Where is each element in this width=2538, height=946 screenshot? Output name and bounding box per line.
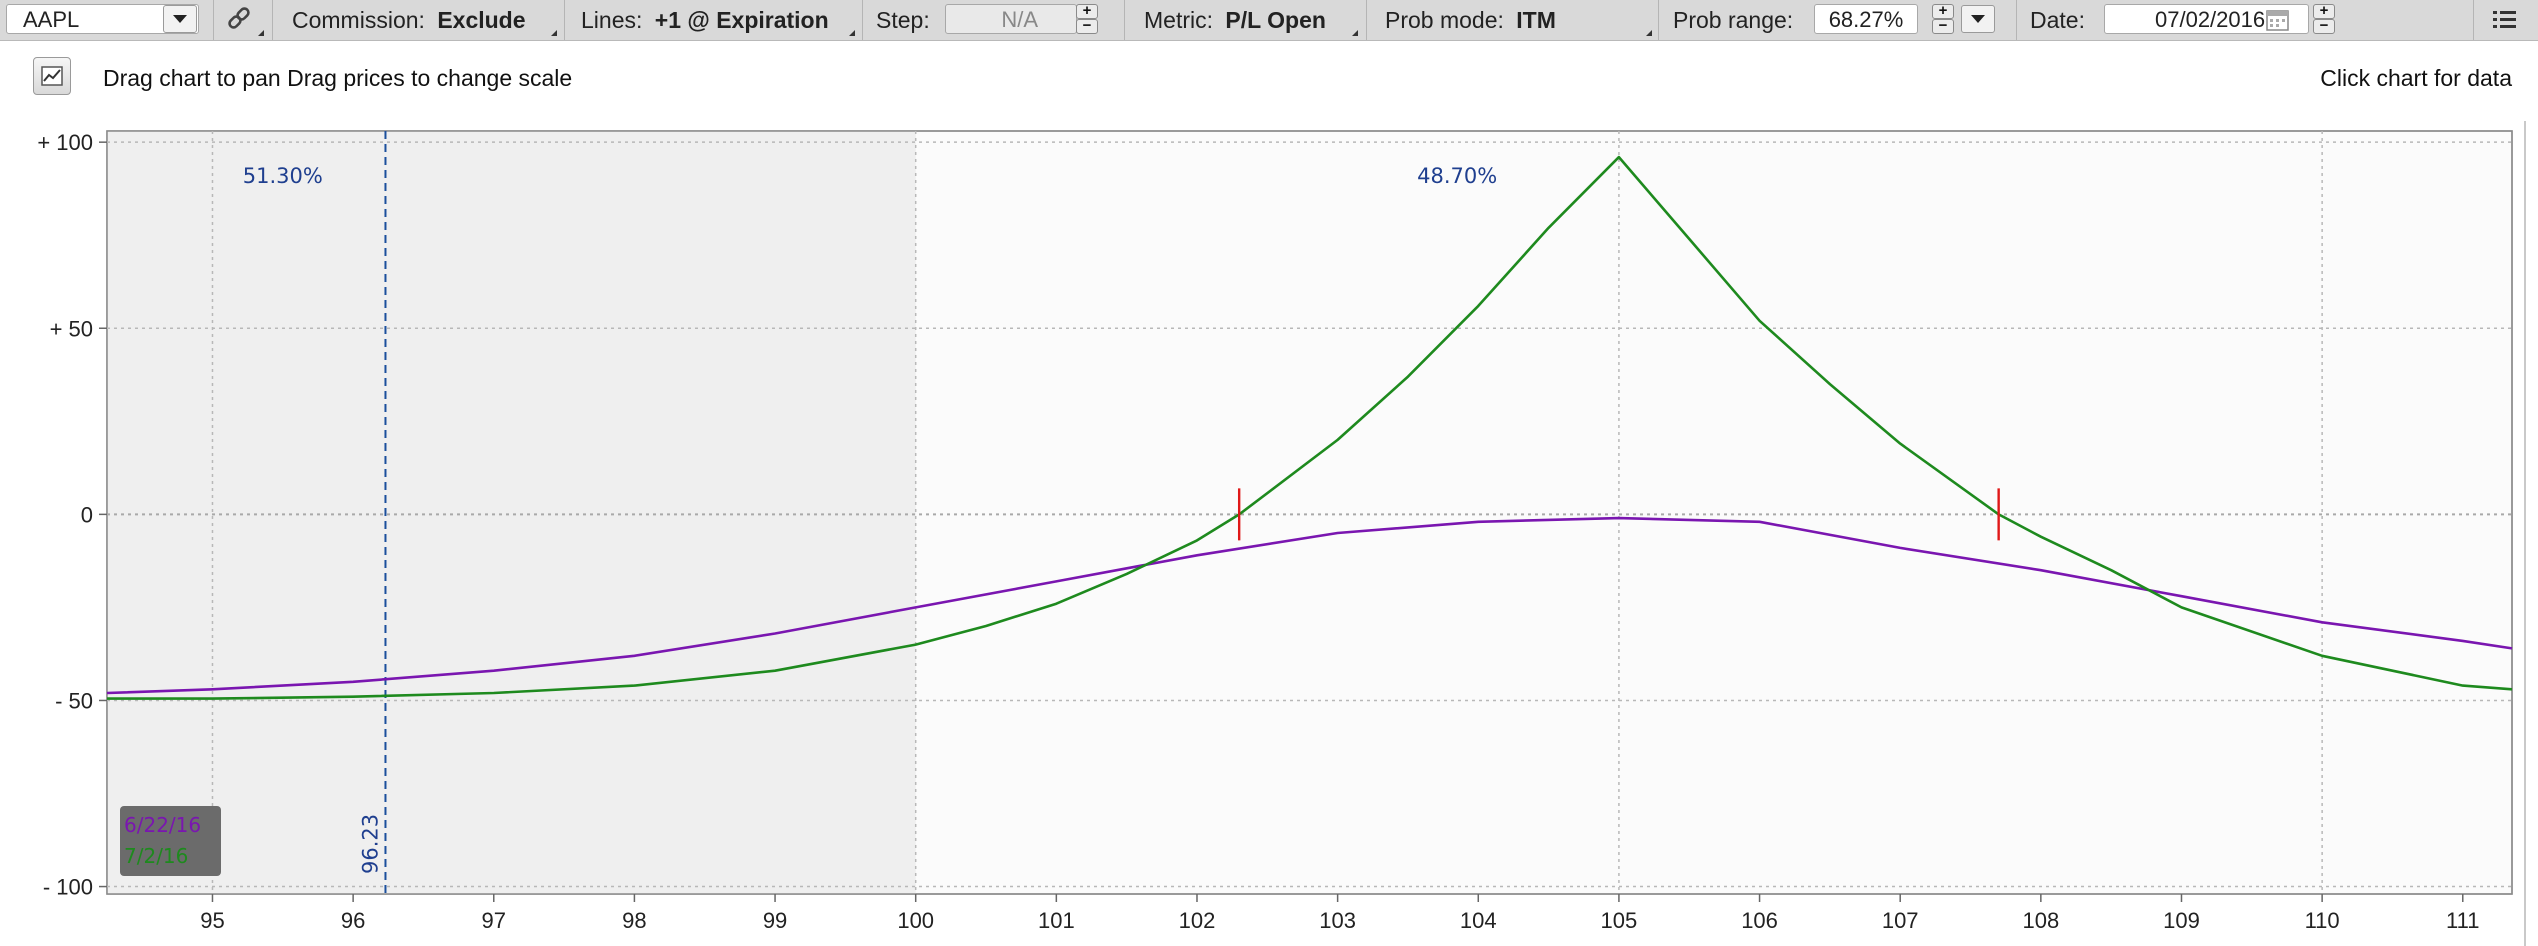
prob-mode-label: Prob mode: (1385, 7, 1504, 33)
x-tick-label: 110 (2305, 908, 2340, 933)
legend-item-series-1: 6/22/16 (124, 810, 221, 841)
x-tick-label: 102 (1179, 908, 1216, 933)
x-tick-label: 96 (341, 908, 365, 933)
probability-label-1: 51.30% (243, 164, 323, 188)
series-line-2[interactable] (107, 155, 2513, 700)
metric-value: P/L Open (1225, 7, 1326, 33)
metric-control[interactable]: Metric: P/L Open (1144, 0, 1326, 40)
x-tick-label: 109 (2163, 908, 2200, 933)
step-label: Step: (876, 7, 930, 33)
prob-range-decrement-button[interactable]: − (1932, 18, 1954, 34)
chart-hint-text: Drag chart to pan Drag prices to change … (103, 65, 573, 91)
step-value: N/A (1001, 7, 1038, 32)
date-increment-button[interactable]: + (2313, 3, 2335, 19)
x-tick-label: 99 (763, 908, 787, 933)
risk-profile-chart[interactable]: + 100 + 50 0 - 50 - 100 95 96 97 98 99 100 101 102 1… (0, 121, 2538, 946)
date-decrement-button[interactable]: − (2313, 18, 2335, 34)
x-tick-label: 103 (1319, 908, 1356, 933)
x-tick-label: 98 (622, 908, 646, 933)
menu-list-icon[interactable] (2493, 10, 2517, 30)
date-label: Date: (2030, 7, 2085, 33)
toolbar: AAPL Commission: Exclude Lines: +1 @ Exp… (0, 0, 2538, 41)
prob-range-label: Prob range: (1673, 7, 1794, 33)
x-tick-label: 108 (2022, 908, 2059, 933)
chevron-down-icon (1971, 15, 1985, 23)
symbol-dropdown-button[interactable] (163, 5, 197, 33)
link-icon[interactable] (224, 5, 254, 35)
chevron-down-icon (173, 15, 187, 23)
legend-label-series-1: 6/22/16 (124, 813, 202, 837)
chart-type-button[interactable] (33, 57, 71, 95)
y-tick-label: 0 (81, 502, 93, 527)
y-tick-label: - 100 (43, 875, 93, 900)
chart-header: Drag chart to pan Drag prices to change … (0, 41, 2538, 121)
click-for-data-text: Click chart for data (2320, 65, 2512, 91)
prob-range-value: 68.27% (1828, 7, 1904, 32)
x-tick-label: 106 (1741, 908, 1778, 933)
plot-border (106, 130, 2513, 895)
step-increment-button[interactable]: + (1076, 3, 1098, 19)
prob-range-increment-button[interactable]: + (1932, 3, 1954, 19)
step-input[interactable]: N/A (945, 4, 1077, 34)
legend-item-series-2: 7/2/16 (124, 841, 221, 872)
y-tick-label: - 50 (55, 688, 93, 713)
date-value: 07/02/2016 (2155, 7, 2266, 32)
calendar-icon[interactable] (2265, 8, 2291, 32)
prob-range-input[interactable]: 68.27% (1814, 4, 1918, 34)
prob-mode-control[interactable]: Prob mode: ITM (1385, 0, 1556, 40)
x-tick-label: 111 (2446, 908, 2479, 933)
symbol-value: AAPL (23, 7, 80, 32)
lines-control[interactable]: Lines: +1 @ Expiration (581, 0, 829, 40)
lines-value: +1 @ Expiration (654, 7, 829, 33)
x-tick-label: 97 (482, 908, 506, 933)
current-price-label: 96.23 (358, 814, 382, 874)
metric-label: Metric: (1144, 7, 1213, 33)
prob-range-dropdown-button[interactable] (1961, 5, 1995, 33)
x-tick-label: 107 (1882, 908, 1919, 933)
x-tick-label: 101 (1038, 908, 1075, 933)
commission-control[interactable]: Commission: Exclude (292, 0, 526, 40)
probability-label-2: 48.70% (1417, 164, 1497, 188)
line-chart-icon (41, 66, 63, 86)
legend-label-series-2: 7/2/16 (124, 844, 189, 868)
step-decrement-button[interactable]: − (1076, 18, 1098, 34)
series-line-1[interactable] (106, 516, 2513, 695)
chart-legend: 6/22/16 7/2/16 (120, 806, 221, 876)
x-tick-label: 95 (200, 908, 224, 933)
commission-label: Commission: (292, 7, 425, 33)
x-tick-label: 105 (1601, 908, 1638, 933)
prob-mode-value: ITM (1516, 7, 1556, 33)
x-tick-label: 100 (897, 908, 934, 933)
y-tick-label: + 50 (50, 316, 93, 341)
chart-canvas[interactable]: + 100 + 50 0 - 50 - 100 95 96 97 98 99 100 101 102 1… (0, 121, 2538, 946)
shaded-probability-region (107, 131, 916, 894)
y-tick-label: + 100 (37, 130, 93, 155)
x-tick-label: 104 (1460, 908, 1497, 933)
lines-label: Lines: (581, 7, 643, 33)
commission-value: Exclude (437, 7, 526, 33)
